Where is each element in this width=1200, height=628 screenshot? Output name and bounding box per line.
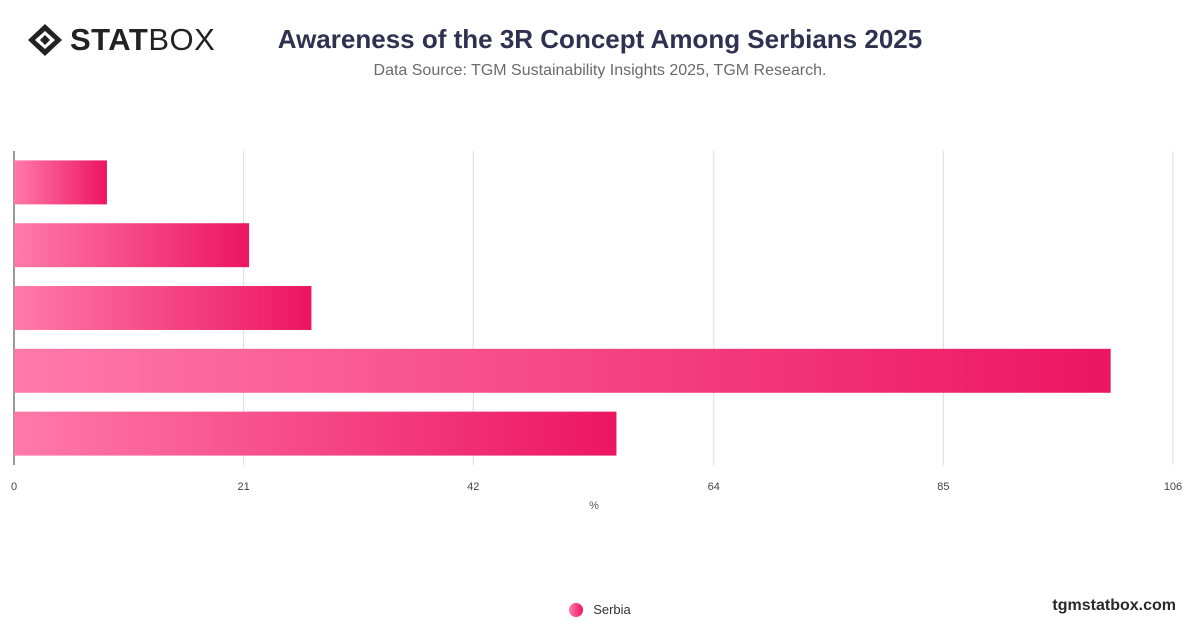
x-tick-label: 0 <box>11 481 17 493</box>
bar-serbia-5[interactable] <box>14 411 617 456</box>
x-tick-label: 64 <box>708 481 720 493</box>
x-axis-label: % <box>589 500 599 512</box>
legend-label-serbia[interactable]: Serbia <box>593 602 631 617</box>
chart-subtitle: Data Source: TGM Sustainability Insights… <box>373 62 827 79</box>
bar-serbia-1[interactable] <box>14 160 107 205</box>
bar-serbia-4[interactable] <box>14 348 1111 393</box>
logo-text-light: BOX <box>148 22 216 57</box>
x-tick-label: 42 <box>467 481 479 493</box>
bar-serbia-2[interactable] <box>14 223 250 268</box>
chart-title: Awareness of the 3R Concept Among Serbia… <box>277 24 923 54</box>
x-tick-label: 85 <box>937 481 949 493</box>
x-tick-label: 21 <box>237 481 249 493</box>
watermark: tgmstatbox.com <box>1052 597 1176 614</box>
chart-legend: Serbia <box>0 602 1200 617</box>
logo-text: STATBOX <box>70 22 215 58</box>
bar-serbia-3[interactable] <box>14 286 312 330</box>
diamond-logo-icon <box>28 24 62 56</box>
statbox-logo: STATBOX <box>26 22 215 58</box>
x-tick-label: 106 <box>1164 481 1182 493</box>
logo-text-bold: STAT <box>70 22 149 57</box>
legend-swatch-serbia[interactable] <box>569 602 584 617</box>
